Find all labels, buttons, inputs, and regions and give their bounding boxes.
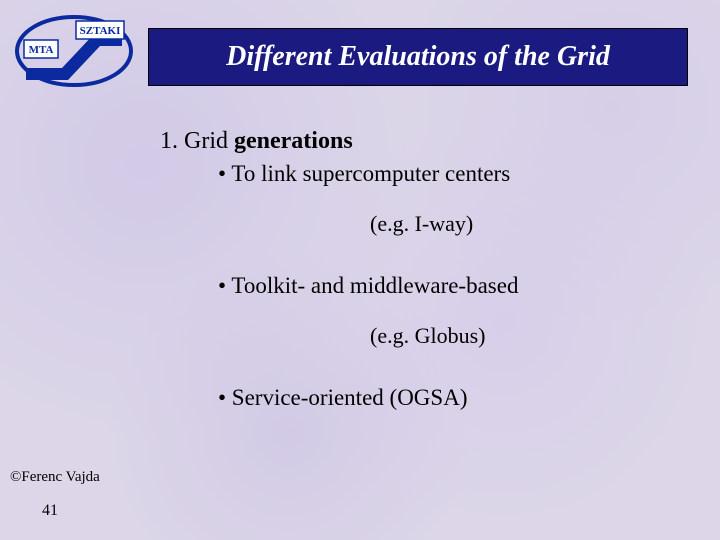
slide-content: 1. Grid generations • To link supercompu… xyxy=(160,128,680,411)
bullet-example: (e.g. Globus) xyxy=(370,323,680,349)
slide-title: Different Evaluations of the Grid xyxy=(226,41,610,73)
bullet-example: (e.g. I-way) xyxy=(370,211,680,237)
heading-bold: generations xyxy=(234,128,353,154)
copyright: ©Ferenc Vajda xyxy=(10,469,100,486)
bullet-item: • To link supercomputer centers xyxy=(218,161,680,187)
content-heading: 1. Grid generations xyxy=(160,128,680,155)
heading-prefix: 1. Grid xyxy=(160,128,234,154)
logo-left-label: MTA xyxy=(29,44,54,56)
bullet-item: • Toolkit- and middleware-based xyxy=(218,273,680,299)
logo-right-label: SZTAKI xyxy=(80,25,121,37)
title-bar: Different Evaluations of the Grid xyxy=(148,28,688,86)
slide-number: 41 xyxy=(42,502,58,520)
bullet-item: • Service-oriented (OGSA) xyxy=(218,385,680,411)
mta-sztaki-logo: MTA SZTAKI xyxy=(14,14,134,89)
